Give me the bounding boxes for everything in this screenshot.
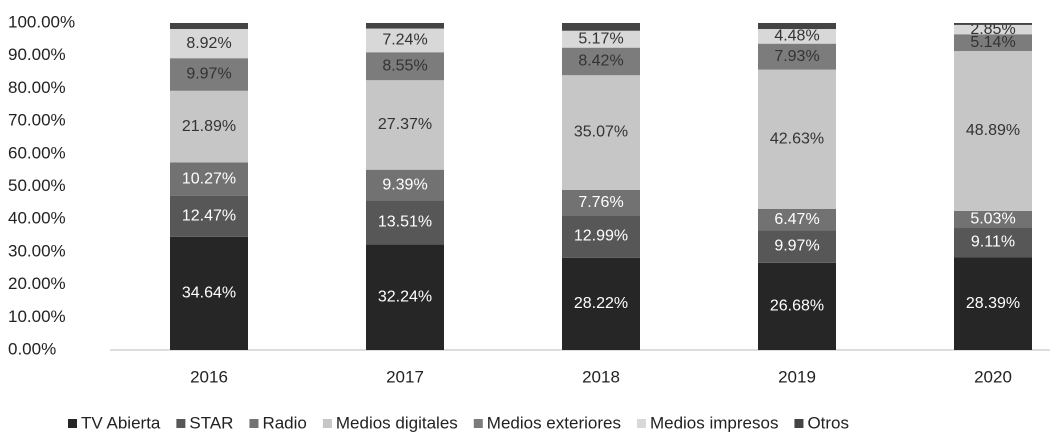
y-tick-label: 60.00% [8, 143, 66, 162]
legend-label: TV Abierta [81, 413, 161, 432]
seg-label: 13.51% [378, 214, 432, 231]
seg-label: 34.64% [182, 285, 236, 302]
legend-swatch [794, 419, 804, 428]
bar-segment [758, 69, 836, 209]
bar-segment [366, 244, 444, 350]
seg-label: 28.22% [574, 295, 628, 312]
legend-swatch [322, 419, 332, 428]
legend-label: Medios impresos [650, 413, 779, 432]
bar-segment [170, 195, 248, 237]
x-tick-label: 2018 [582, 367, 620, 386]
y-tick-label: 90.00% [8, 45, 66, 64]
seg-label: 7.93% [774, 48, 819, 65]
bar-segment [562, 23, 640, 31]
seg-label: 27.37% [378, 116, 432, 133]
x-tick-label: 2016 [190, 367, 228, 386]
y-tick-label: 100.00% [8, 12, 75, 31]
bar-segment [366, 28, 444, 53]
bar-segment [758, 43, 836, 70]
bar-segment [366, 80, 444, 170]
seg-label: 6.47% [774, 211, 819, 228]
seg-label: 9.97% [186, 66, 231, 83]
bar-segment [758, 230, 836, 263]
seg-label: 8.42% [578, 53, 623, 70]
bar-segment [954, 210, 1032, 228]
y-tick-label: 10.00% [8, 307, 66, 326]
bar-segment [562, 47, 640, 76]
legend-label: Medios digitales [336, 413, 458, 432]
bar-segment [170, 58, 248, 91]
x-tick-label: 2019 [778, 367, 816, 386]
seg-label: 7.76% [578, 194, 623, 211]
bar-segment [366, 52, 444, 81]
legend-swatch [176, 419, 186, 428]
bar-segment [562, 30, 640, 48]
legend-label: STAR [189, 413, 233, 432]
bar-segment [562, 257, 640, 350]
bar-segment [954, 257, 1032, 350]
y-tick-label: 20.00% [8, 274, 66, 293]
y-tick-label: 50.00% [8, 176, 66, 195]
legend-swatch [249, 419, 259, 428]
seg-label: 5.03% [970, 210, 1015, 227]
bar-segment [562, 189, 640, 216]
bar-segment [562, 215, 640, 258]
bar-segment [170, 90, 248, 163]
x-tick-label: 2020 [974, 367, 1012, 386]
seg-label: 4.48% [774, 28, 819, 45]
bar-segment [366, 169, 444, 201]
seg-label: 28.39% [966, 295, 1020, 312]
seg-label: 9.97% [774, 238, 819, 255]
seg-label: 9.39% [382, 176, 427, 193]
legend-swatch [636, 419, 646, 428]
bar-segment [954, 24, 1032, 35]
seg-label: 12.47% [182, 208, 236, 225]
bar-segment [758, 208, 836, 231]
bar-segment [954, 23, 1032, 25]
bar-segment [170, 162, 248, 196]
y-tick-label: 70.00% [8, 111, 66, 130]
y-tick-label: 80.00% [8, 78, 66, 97]
bar-segment [954, 51, 1032, 211]
legend-swatch [68, 419, 77, 428]
y-tick-label: 30.00% [8, 241, 66, 260]
seg-label: 10.27% [182, 170, 236, 187]
seg-label: 8.55% [382, 57, 427, 74]
legend-swatch [473, 419, 483, 428]
seg-label: 42.63% [770, 131, 824, 148]
seg-label: 9.11% [971, 233, 1015, 250]
seg-label: 7.24% [382, 32, 427, 49]
seg-label: 35.07% [574, 124, 628, 141]
bar-segment [954, 227, 1032, 258]
bar-segment [758, 262, 836, 350]
bar-segment [170, 23, 248, 30]
legend-label: Medios exteriores [487, 413, 621, 432]
legend-label: Radio [262, 413, 306, 432]
seg-label: 21.89% [182, 118, 236, 135]
bar-segment [758, 29, 836, 44]
y-tick-label: 40.00% [8, 209, 66, 228]
bar-segment [170, 236, 248, 350]
seg-label: 48.89% [966, 122, 1020, 139]
bar-segment [170, 29, 248, 59]
seg-label: 32.24% [378, 289, 432, 306]
legend-label: Otros [807, 413, 849, 432]
x-tick-label: 2017 [386, 367, 424, 386]
seg-label: 12.99% [574, 228, 628, 245]
bar-segment [758, 23, 836, 30]
seg-label: 5.14% [970, 34, 1015, 51]
bar-segment [954, 34, 1032, 52]
seg-label: 5.17% [578, 30, 623, 47]
seg-label: 8.92% [186, 35, 231, 52]
y-tick-label: 0.00% [8, 339, 56, 358]
seg-label: 2.85% [970, 21, 1015, 38]
bar-segment [366, 200, 444, 245]
bar-segment [366, 23, 444, 29]
seg-label: 26.68% [770, 298, 824, 315]
bar-segment [562, 75, 640, 190]
